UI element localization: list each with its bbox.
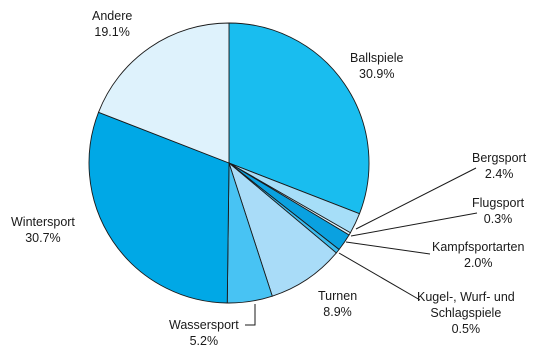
slice-name-label: Kampfsportarten bbox=[432, 240, 524, 254]
slice-name-label: Kugel-, Wurf- und bbox=[417, 290, 515, 304]
slice-value-label: 2.4% bbox=[485, 167, 514, 181]
leader-line-kugel-wurf-und bbox=[338, 252, 421, 301]
slice-value-label: 19.1% bbox=[94, 25, 129, 39]
slice-name-label: Wintersport bbox=[11, 215, 75, 229]
slice-name-label: Andere bbox=[92, 9, 132, 23]
slice-label-kugel-wurf-und: Kugel-, Wurf- und Schlagspiele 0.5% bbox=[417, 290, 515, 336]
slice-value-label: 5.2% bbox=[190, 334, 219, 348]
slice-value-label: 0.5% bbox=[452, 322, 481, 336]
slice-label-flugsport: Flugsport 0.3% bbox=[472, 196, 525, 226]
slice-name-label: Wassersport bbox=[169, 318, 239, 332]
pie-slice-andere bbox=[97, 22, 230, 164]
slice-value-label: 8.9% bbox=[323, 305, 352, 319]
leader-lines bbox=[245, 167, 478, 326]
leader-line-kampfsportarten bbox=[345, 241, 431, 255]
leader-line-wassersport bbox=[245, 304, 256, 326]
slice-value-label: 0.3% bbox=[484, 212, 513, 226]
pie-slices bbox=[88, 22, 370, 304]
leader-line-bergsport bbox=[355, 167, 477, 230]
slice-label-ballspiele: Ballspiele 30.9% bbox=[350, 51, 404, 81]
slice-value-label: 30.7% bbox=[25, 231, 60, 245]
pie-slice-wintersport bbox=[88, 111, 230, 304]
slice-label-kampfsportarten: Kampfsportarten 2.0% bbox=[432, 240, 524, 270]
slice-name-label: Schlagspiele bbox=[430, 306, 501, 320]
slice-name-label: Turnen bbox=[318, 289, 357, 303]
slice-name-label: Flugsport bbox=[472, 196, 525, 210]
pie-slice-ballspiele bbox=[228, 22, 370, 215]
slice-value-label: 2.0% bbox=[464, 256, 493, 270]
leader-line-flugsport bbox=[350, 212, 478, 237]
slice-label-turnen: Turnen 8.9% bbox=[318, 289, 357, 319]
slice-label-wintersport: Wintersport 30.7% bbox=[11, 215, 75, 245]
slice-label-wassersport: Wassersport 5.2% bbox=[169, 318, 239, 348]
slice-name-label: Bergsport bbox=[472, 151, 527, 165]
slice-label-andere: Andere 19.1% bbox=[92, 9, 132, 39]
slice-label-bergsport: Bergsport 2.4% bbox=[472, 151, 527, 181]
slice-value-label: 30.9% bbox=[359, 67, 394, 81]
slice-name-label: Ballspiele bbox=[350, 51, 404, 65]
slice-labels: Ballspiele 30.9% Bergsport 2.4% Flugsport 0.3… bbox=[11, 9, 527, 348]
